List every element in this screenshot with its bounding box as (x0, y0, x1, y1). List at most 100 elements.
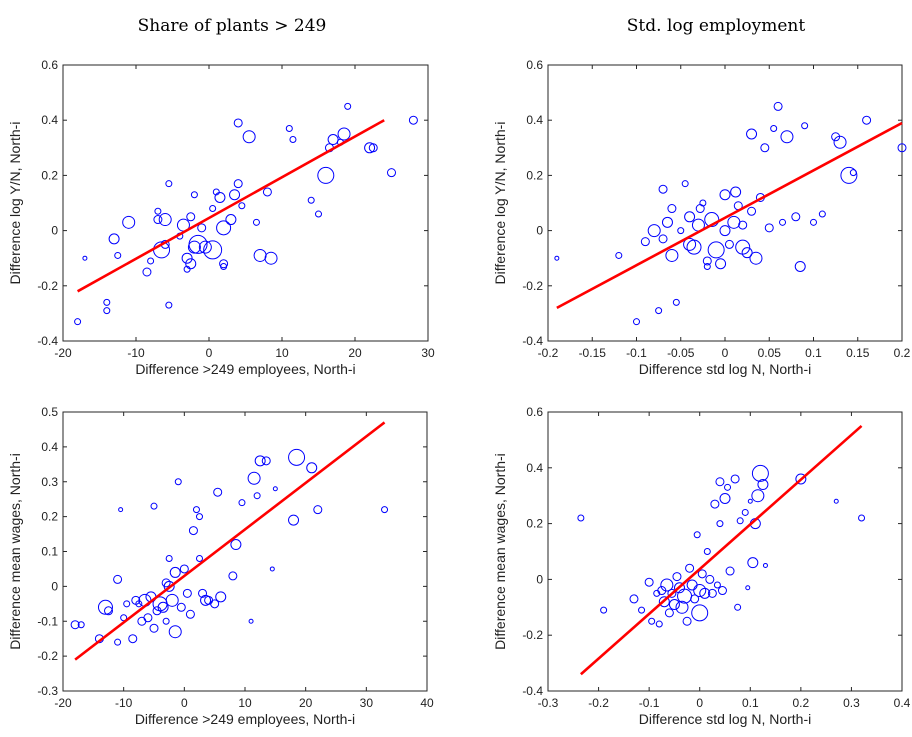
scatter-point-bottom-left (157, 601, 169, 613)
scatter-point-bottom-left (272, 486, 278, 492)
scatter-point-top-right (647, 224, 661, 238)
y-tick-label-bottom-right: 0.4 (526, 461, 543, 475)
scatter-point-bottom-right (833, 498, 839, 504)
y-tick-label-top-right: 0 (536, 224, 543, 238)
scatter-point-bottom-left (114, 638, 122, 646)
scatter-point-top-right (779, 218, 787, 226)
scatter-point-bottom-right (673, 582, 685, 594)
column-title-right: Std. log employment (627, 16, 806, 36)
scatter-point-bottom-left (176, 602, 186, 612)
x-tick-label-top-right: 0.1 (805, 346, 822, 360)
scatter-point-top-right (661, 216, 673, 228)
scatter-point-bottom-right (762, 562, 768, 568)
scatter-point-bottom-left (161, 578, 171, 588)
y-axis-label-bottom-right: Difference mean wages, North-i (492, 453, 508, 650)
x-axis-label-top-left: Difference >249 employees, North-i (135, 361, 355, 377)
y-tick-label-bottom-right: -0.2 (522, 628, 543, 642)
scatter-point-top-right (719, 189, 731, 201)
scatter-point-bottom-right (653, 589, 661, 597)
scatter-point-bottom-left (230, 539, 242, 551)
y-tick-label-bottom-right: 0.2 (526, 517, 543, 531)
scatter-point-top-right (747, 206, 757, 216)
fit-line-bottom-left (74, 421, 386, 661)
x-tick-label-top-right: -0.15 (579, 346, 607, 360)
y-tick-label-bottom-left: 0.1 (41, 545, 58, 559)
scatter-point-bottom-left (174, 478, 182, 486)
scatter-point-bottom-left (247, 471, 261, 485)
scatter-point-bottom-left (120, 614, 128, 622)
scatter-point-bottom-left (169, 566, 181, 578)
scatter-point-bottom-right (672, 572, 682, 582)
scatter-point-top-left (187, 240, 201, 254)
scatter-point-bottom-right (644, 577, 654, 587)
scatter-point-top-right (683, 237, 697, 251)
y-axis-label-top-right: Difference log Y/N, North-i (492, 122, 508, 285)
scatter-point-top-left (198, 240, 212, 254)
y-axis-label-top-left: Difference log Y/N, North-i (7, 122, 23, 285)
scatter-point-top-left (337, 127, 351, 141)
scatter-point-top-left (147, 257, 155, 265)
scatter-point-top-left (225, 214, 237, 226)
scatter-point-top-left (181, 252, 193, 264)
scatter-point-top-left (214, 191, 226, 203)
scatter-point-top-left (219, 259, 229, 269)
scatter-point-bottom-left (306, 462, 318, 474)
scatter-point-bottom-right (577, 514, 585, 522)
scatter-point-bottom-right (716, 520, 724, 528)
scatter-point-top-left (186, 212, 196, 222)
scatter-point-bottom-right (703, 548, 711, 555)
scatter-point-bottom-right (600, 606, 608, 614)
panel-bottom-right: -0.3 -0.2 -0.1 0 0.1 0.2 0.3 0.4 -0.4 -0.2 0 0.2 0.4… (492, 405, 911, 727)
scatter-point-bottom-right (719, 492, 731, 504)
scatter-point-bottom-left (104, 606, 113, 616)
x-tick-label-top-left: 0 (206, 346, 213, 360)
scatter-point-bottom-right (713, 581, 721, 589)
x-tick-label-top-left: 30 (421, 346, 435, 360)
y-tick-label-bottom-left: 0.5 (41, 405, 58, 419)
scatter-point-top-right (724, 239, 734, 249)
x-tick-label-bottom-right: 0.2 (793, 696, 810, 710)
scatter-point-bottom-right (741, 508, 749, 516)
y-tick-label-bottom-right: 0.6 (526, 405, 543, 419)
scatter-point-bottom-right (715, 477, 725, 487)
fit-line-bottom-right (580, 424, 863, 676)
x-tick-label-bottom-right: 0.4 (894, 696, 911, 710)
scatter-point-top-right (791, 212, 801, 222)
scatter-point-top-left (242, 130, 256, 144)
scatter-point-top-right (770, 124, 778, 132)
fit-line-top-left (76, 119, 385, 293)
scatter-point-top-right (699, 199, 707, 207)
panel-top-left: -20 -10 0 10 20 30 -0.4 -0.2 0 0.2 0.4 0.6 Differenc… (7, 58, 435, 377)
scatter-point-top-right (658, 234, 668, 244)
y-tick-label-bottom-left: 0 (51, 579, 58, 593)
panel-bottom-left: -20 -10 0 10 20 30 40 -0.3 -0.2 -0.1 0 0.1 0.2 0.3 0.4… (7, 405, 434, 727)
y-tick-label-top-right: 0.2 (526, 168, 543, 182)
scatter-point-top-left (368, 143, 378, 153)
scatter-point-bottom-right (655, 620, 663, 628)
scatter-point-bottom-left (254, 455, 266, 467)
scatter-point-top-right (665, 248, 679, 262)
x-axis-label-bottom-left: Difference >249 employees, North-i (135, 711, 355, 727)
scatter-point-top-right (773, 101, 783, 111)
scatter-point-bottom-left (228, 571, 238, 581)
scatter-point-top-right (704, 212, 720, 228)
scatter-point-top-right (719, 225, 731, 237)
column-title-left: Share of plants > 249 (138, 16, 327, 36)
scatter-point-bottom-left (123, 600, 131, 608)
x-tick-label-bottom-right: 0.3 (843, 696, 860, 710)
scatter-point-top-right (686, 239, 702, 255)
scatter-point-bottom-right (757, 479, 769, 491)
scatter-point-top-right (677, 227, 685, 235)
x-tick-label-bottom-left: 30 (360, 696, 374, 710)
scatter-point-bottom-left (163, 580, 175, 592)
scatter-point-top-left (212, 188, 220, 196)
scatter-point-bottom-right (648, 617, 656, 625)
scatter-point-top-left (154, 207, 162, 215)
scatter-point-bottom-left (165, 593, 179, 607)
x-tick-label-top-left: 10 (275, 346, 289, 360)
scatter-point-top-right (760, 143, 770, 153)
scatter-point-top-left (74, 318, 82, 326)
scatter-point-bottom-right (725, 566, 735, 576)
scatter-point-top-left (190, 191, 198, 199)
